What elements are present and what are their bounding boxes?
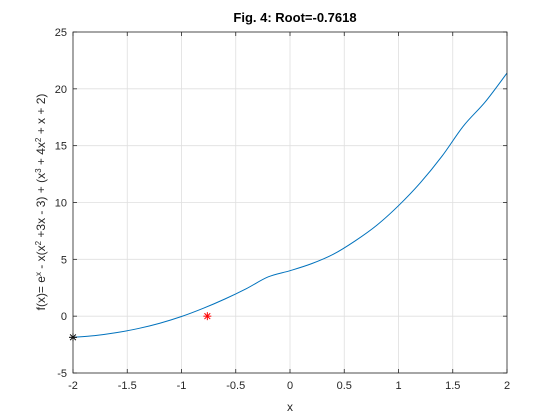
x-tick-label: 0.5 xyxy=(337,380,352,392)
x-tick-label: 0 xyxy=(287,380,293,392)
y-tick-label: 10 xyxy=(55,198,67,210)
star-marker xyxy=(203,312,212,321)
x-axis-label: x xyxy=(287,400,293,414)
x-tick-label: 2 xyxy=(504,380,510,392)
tick-marks xyxy=(72,31,508,374)
y-axis-label: f(x)= ex - x(x2 +3x - 3) + (x3 + 4x2 + x… xyxy=(34,94,49,311)
y-tick-label: 25 xyxy=(55,27,67,39)
series-layer xyxy=(72,72,508,338)
chart-title: Fig. 4: Root=-0.7618 xyxy=(233,10,356,25)
x-tick-label: -0.5 xyxy=(226,380,245,392)
x-tick-label: 1 xyxy=(395,380,401,392)
y-tick-label: 20 xyxy=(55,84,67,96)
y-tick-label: 0 xyxy=(61,311,67,323)
x-tick-label: 1.5 xyxy=(445,380,460,392)
x-tick-label: -1.5 xyxy=(118,380,137,392)
y-tick-labels: -5 0 5 10 15 20 25 xyxy=(55,27,67,380)
x-tick-label: -2 xyxy=(68,380,78,392)
y-tick-label: 5 xyxy=(61,254,67,266)
series-line xyxy=(72,72,508,338)
y-tick-label: -5 xyxy=(57,368,67,380)
y-tick-label: 15 xyxy=(55,141,67,153)
x-tick-labels: -2 -1.5 -1 -0.5 0 0.5 1 1.5 2 xyxy=(68,380,510,392)
x-tick-label: -1 xyxy=(177,380,187,392)
